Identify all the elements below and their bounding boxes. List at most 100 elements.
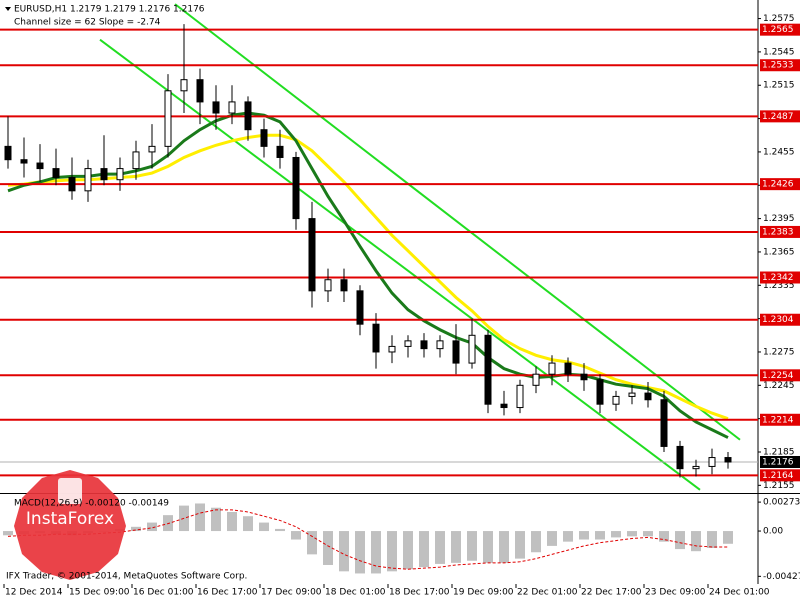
candle-body: [324, 279, 332, 292]
level-label-box: [760, 369, 800, 382]
macd-bar: [195, 503, 205, 532]
candle-body: [260, 129, 268, 147]
x-tick-label: 12 Dec 2014: [5, 588, 63, 598]
y-tick-label: 1.2455: [763, 147, 795, 157]
y-tick-label: 1.2515: [763, 81, 795, 91]
level-label: 1.2342: [762, 273, 794, 283]
candle-body: [4, 145, 12, 161]
candle-body: [276, 145, 284, 158]
macd-title: MACD(12,26,9) -0.00120 -0.00149: [14, 499, 169, 509]
x-tick-label: 24 Dec 01:00: [709, 588, 770, 598]
candle-body: [340, 279, 348, 292]
macd-bar: [387, 531, 397, 572]
candle-body: [116, 168, 124, 181]
candle-body: [212, 101, 220, 114]
macd-bar: [467, 531, 477, 561]
y-tick-label: -0.00427: [763, 572, 800, 582]
x-tick-label: 16 Dec 17:00: [197, 588, 258, 598]
candle-body: [548, 362, 556, 375]
chart-title: EURUSD,H1 1.2179 1.2179 1.2176 1.2176: [14, 5, 205, 15]
candle-body: [36, 162, 44, 170]
candle-body: [356, 290, 364, 325]
candle-body: [676, 445, 684, 470]
candle-body: [20, 159, 28, 164]
candle-body: [564, 362, 572, 375]
macd-bar: [707, 531, 717, 549]
macd-bar: [451, 531, 461, 563]
macd-bar: [547, 531, 557, 546]
candle-body: [692, 465, 700, 470]
level-label: 1.2533: [762, 61, 794, 71]
candle-body: [596, 379, 604, 405]
macd-bar: [147, 522, 157, 532]
x-tick-label: 22 Dec 01:00: [517, 588, 578, 598]
logo-badge: [14, 470, 126, 580]
candle-body: [228, 101, 236, 114]
level-label: 1.2426: [762, 180, 794, 190]
macd-bar: [723, 531, 733, 544]
candle-body: [724, 457, 732, 463]
last-price-box: [760, 455, 800, 468]
candle-body: [468, 334, 476, 364]
y-tick-label: 1.2155: [763, 481, 795, 491]
level-label-box: [760, 225, 800, 238]
level-label-box: [760, 271, 800, 284]
level-label: 1.2383: [762, 227, 794, 237]
macd-signal: [7, 509, 728, 570]
moving-average: [7, 111, 729, 439]
candle-body: [148, 145, 156, 153]
candle-body: [52, 168, 60, 178]
y-tick-label: 1.2185: [763, 447, 795, 457]
x-tick-label: 19 Dec 09:00: [453, 588, 514, 598]
macd-bar: [499, 531, 509, 563]
macd-bar: [403, 531, 413, 570]
candle-body: [164, 90, 172, 147]
macd-bar: [307, 531, 317, 555]
x-tick-label: 15 Dec 09:00: [69, 588, 130, 598]
x-tick-label: 18 Dec 01:00: [325, 588, 386, 598]
level-label-box: [760, 110, 800, 123]
macd-bar: [259, 522, 269, 532]
macd-bar: [227, 511, 237, 532]
x-tick-label: 17 Dec 09:00: [261, 588, 322, 598]
candle-body: [84, 168, 92, 192]
candle-body: [100, 168, 108, 181]
level-label-box: [760, 313, 800, 326]
macd-bar: [275, 528, 285, 532]
candle-body: [372, 323, 380, 353]
macd-bar: [643, 531, 653, 537]
candle-body: [660, 399, 668, 447]
candle-body: [68, 176, 76, 192]
macd-bar: [675, 531, 685, 550]
candle-body: [452, 340, 460, 364]
level-label-box: [760, 23, 800, 36]
level-label: 1.2304: [762, 315, 794, 325]
y-tick-label: 0.00: [763, 527, 783, 537]
level-label-box: [760, 59, 800, 72]
candle-body: [420, 340, 428, 350]
candle-body: [292, 156, 300, 220]
macd-bar: [531, 531, 541, 553]
macd-bar: [691, 531, 701, 552]
last-price-label: 1.2176: [762, 457, 794, 467]
title-marker: [5, 7, 11, 11]
candle-body: [244, 101, 252, 131]
macd-bar: [371, 531, 381, 574]
candle-body: [516, 384, 524, 409]
macd-bar: [611, 531, 621, 538]
candle-body: [180, 79, 188, 92]
watermark: InstaForex: [14, 470, 126, 580]
macd-bar: [243, 516, 253, 532]
macd-bar: [323, 531, 333, 565]
logo-icon: [58, 478, 82, 504]
macd-bar: [579, 531, 589, 540]
macd-bar: [131, 526, 141, 532]
macd-bar: [211, 507, 221, 532]
y-tick-label: 0.00273: [763, 498, 800, 508]
candle-body: [644, 392, 652, 401]
candle-body: [580, 373, 588, 381]
macd-bar: [355, 531, 365, 574]
